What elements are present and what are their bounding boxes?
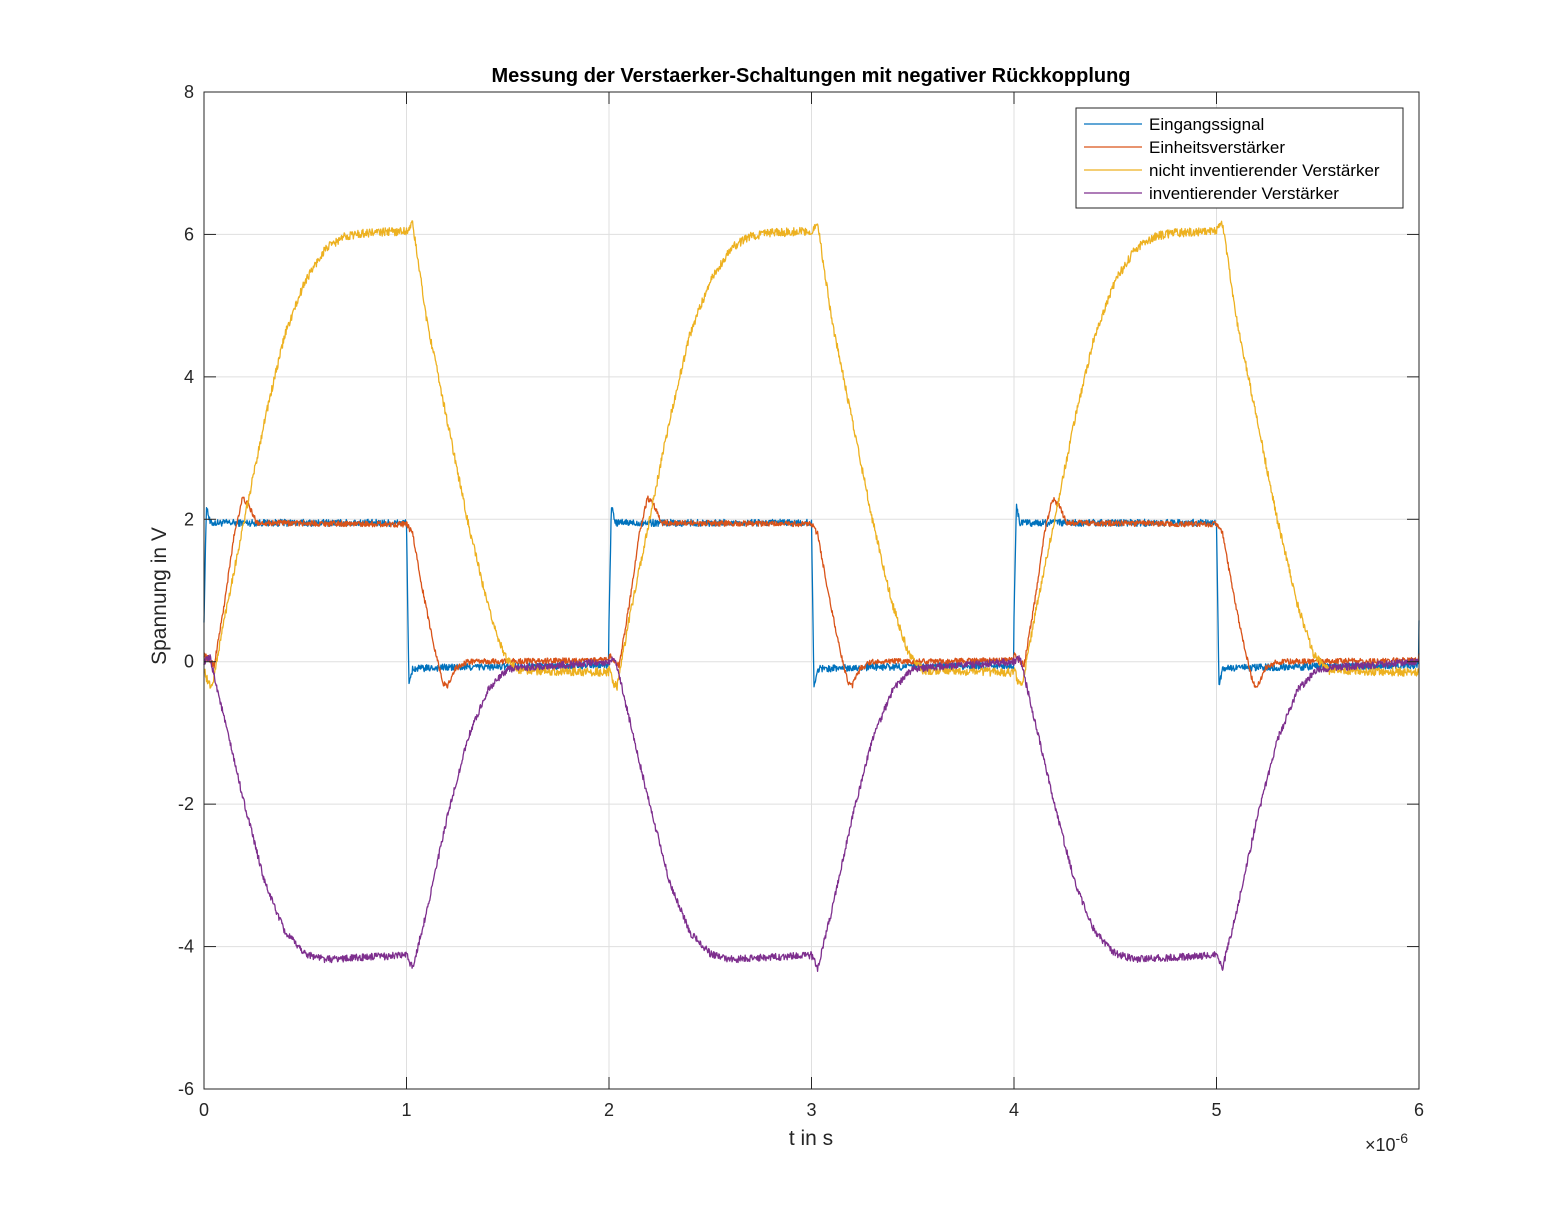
x-exponent-power: -6 bbox=[1396, 1130, 1409, 1146]
x-tick-label: 4 bbox=[1009, 1100, 1019, 1120]
y-tick-label: 8 bbox=[184, 82, 194, 102]
y-tick-label: 2 bbox=[184, 509, 194, 529]
x-exponent-label: ×10-6 bbox=[1365, 1130, 1408, 1155]
legend-label: Eingangssignal bbox=[1149, 115, 1264, 134]
x-tick-label: 1 bbox=[401, 1100, 411, 1120]
tick-labels: 0 1 2 3 4 5 6 -6 -4 -2 0 2 4 6 8 bbox=[178, 82, 1424, 1120]
y-tick-label: -6 bbox=[178, 1079, 194, 1099]
ticks bbox=[203, 91, 1420, 1090]
y-tick-label: -2 bbox=[178, 794, 194, 814]
series-line-4 bbox=[203, 654, 1420, 972]
legend[interactable]: Eingangssignal Einheitsverstärker nicht in… bbox=[1075, 107, 1404, 209]
x-tick-label: 0 bbox=[199, 1100, 209, 1120]
legend-label: nicht inventierender Verstärker bbox=[1149, 161, 1380, 180]
chart-title: Messung der Verstaerker-Schaltungen mit … bbox=[491, 65, 1130, 87]
y-tick-label: -4 bbox=[178, 937, 194, 957]
x-axis-label: t in s bbox=[789, 1127, 833, 1150]
y-tick-label: 0 bbox=[184, 652, 194, 672]
series-line-3 bbox=[203, 220, 1420, 691]
series-layer bbox=[203, 220, 1420, 972]
y-axis-label: Spannung in V bbox=[148, 527, 171, 665]
x-exponent-base: ×10 bbox=[1365, 1135, 1396, 1155]
x-tick-label: 3 bbox=[806, 1100, 816, 1120]
legend-label: inventierender Verstärker bbox=[1149, 184, 1339, 203]
x-tick-label: 6 bbox=[1414, 1100, 1424, 1120]
x-tick-label: 5 bbox=[1211, 1100, 1221, 1120]
y-tick-label: 6 bbox=[184, 224, 194, 244]
legend-label: Einheitsverstärker bbox=[1149, 138, 1285, 157]
series-line-2 bbox=[203, 495, 1420, 689]
x-tick-label: 2 bbox=[604, 1100, 614, 1120]
legend-box bbox=[1075, 107, 1404, 209]
y-tick-label: 4 bbox=[184, 367, 194, 387]
